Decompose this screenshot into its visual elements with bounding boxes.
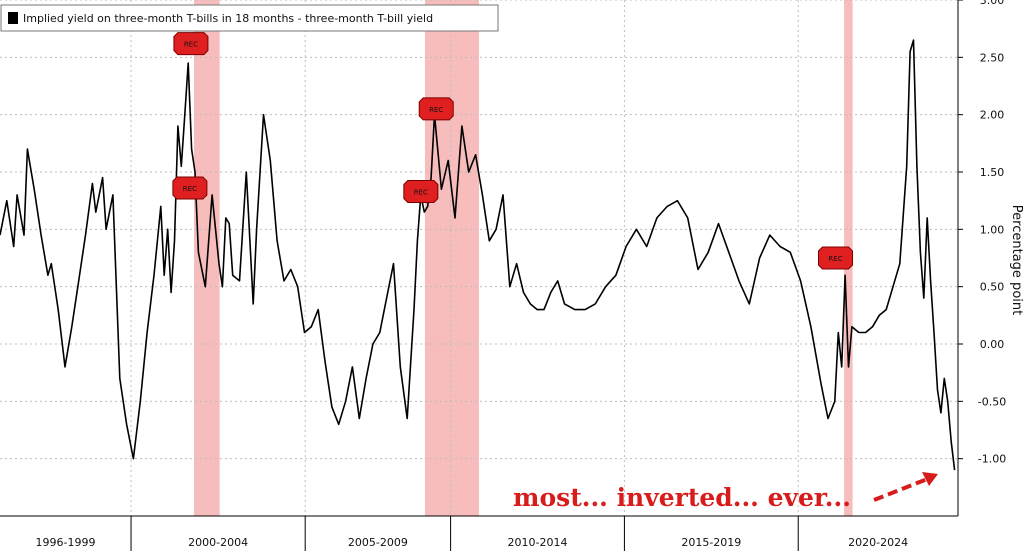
y-tick-label: 2.50 — [980, 51, 1005, 64]
legend-swatch — [8, 12, 18, 24]
annotation: most... inverted... ever... — [513, 472, 938, 512]
annotation-arrow — [873, 476, 931, 502]
rec-marker-shape — [418, 97, 454, 121]
annotation-arrowhead — [922, 472, 938, 486]
x-category-label: 2000-2004 — [188, 536, 248, 549]
gridlines — [0, 0, 958, 516]
rec-marker-shape — [173, 32, 209, 56]
x-category-label: 2015-2019 — [681, 536, 741, 549]
rec-marker: REC — [403, 179, 439, 203]
recession-band — [424, 0, 479, 516]
rec-marker: REC — [172, 176, 208, 200]
axes: 3.00 2.50 2.00 1.50 1.00 0.50 0.00 -0.50 -1.00 19… — [0, 0, 1006, 551]
y-tick-label: 1.00 — [980, 223, 1005, 236]
rec-marker-shape — [818, 246, 854, 270]
rec-marker-label: REC — [414, 188, 428, 196]
x-category-label: 2020-2024 — [848, 536, 908, 549]
annotation-text: most... inverted... ever... — [513, 483, 851, 512]
rec-marker-label: REC — [183, 185, 197, 193]
y-tick-label: 1.50 — [980, 166, 1005, 179]
y-tick-label: 0.00 — [980, 338, 1005, 351]
rec-marker: REC — [418, 97, 454, 121]
rec-marker-label: REC — [429, 106, 443, 114]
rec-marker-shape — [403, 179, 439, 203]
rec-marker: REC — [173, 32, 209, 56]
y-tick-label: 3.00 — [980, 0, 1005, 7]
series — [0, 39, 956, 471]
x-category-label: 1996-1999 — [36, 536, 96, 549]
rec-marker: REC — [818, 246, 854, 270]
recession-bands — [193, 0, 853, 516]
legend-label: Implied yield on three-month T-bills in … — [23, 12, 433, 25]
x-category-label: 2010-2014 — [508, 536, 568, 549]
legend: Implied yield on three-month T-bills in … — [0, 4, 499, 32]
series-line — [0, 39, 956, 471]
recession-markers: REC REC REC REC REC — [172, 32, 854, 270]
y-tick-label: -1.00 — [978, 453, 1006, 466]
y-tick-label: 2.00 — [980, 109, 1005, 122]
rec-marker-shape — [172, 176, 208, 200]
rec-marker-label: REC — [828, 255, 842, 263]
rec-marker-label: REC — [184, 41, 198, 49]
legend-box — [0, 4, 499, 32]
y-tick-label: 0.50 — [980, 281, 1005, 294]
y-tick-label: -0.50 — [978, 395, 1006, 408]
y-axis-label: Percentage point — [1009, 205, 1024, 315]
x-category-label: 2005-2009 — [348, 536, 408, 549]
